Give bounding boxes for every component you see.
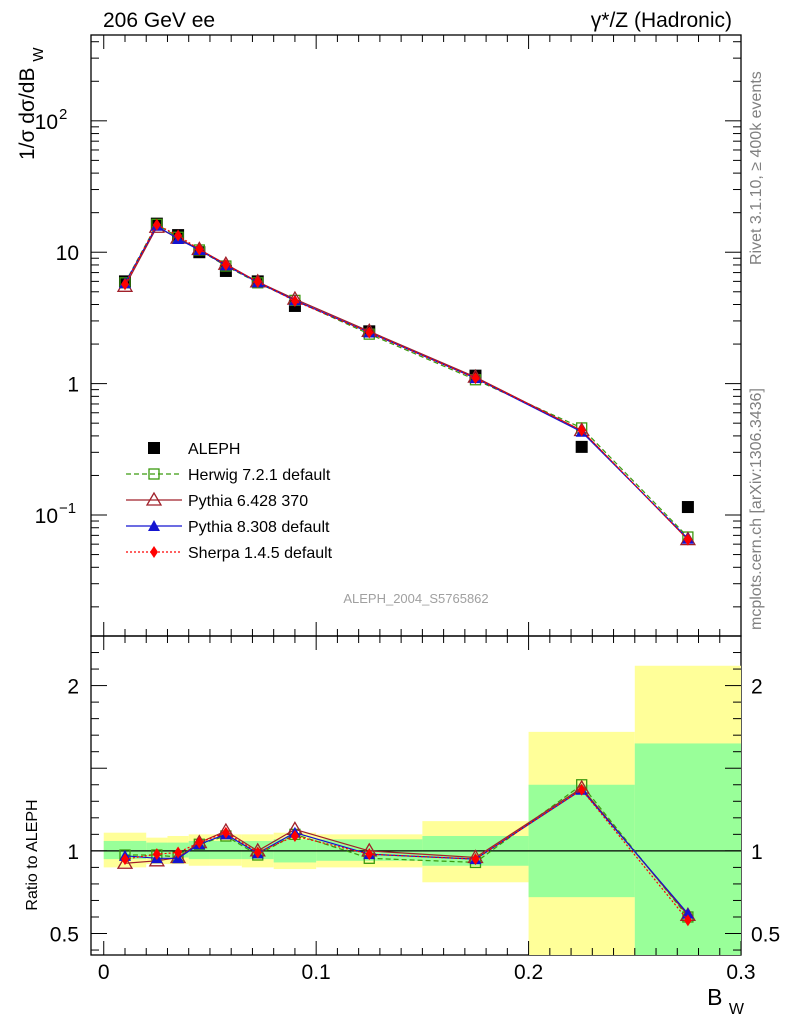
sherpa-1-4-5-default-ratio-point-10 (683, 914, 692, 927)
aleph-point-10 (681, 501, 694, 514)
y-tick-label-main-1: 10 (56, 242, 79, 265)
header-process-label: γ*/Z (Hadronic) (591, 9, 732, 32)
sherpa-1-4-5-default-ratio-line (124, 788, 689, 921)
pythia-8-308-default-line (124, 224, 689, 540)
x-axis-label-subscript: W (729, 1001, 745, 1018)
legend: ALEPH Herwig 7.2.1 default Pythia 6.428 37… (126, 441, 333, 562)
sherpa-1-4-5-default-ratio-point-4 (221, 826, 230, 839)
y-tick-label-ratio-l-1: 1 (67, 841, 79, 864)
sherpa-1-4-5-default-ratio-point-9 (577, 783, 586, 796)
header-energy-label: 206 GeV ee (103, 9, 215, 32)
x-axis-label: B W (707, 984, 745, 1018)
x-tick-label-2: 0.2 (514, 961, 543, 984)
sherpa-1-4-5-default-ratio-point-2 (174, 846, 183, 859)
herwig-7-2-1-default-line (124, 223, 689, 538)
analysis-id-label: ALEPH_2004_S5765862 (343, 591, 488, 606)
sherpa-1-4-5-default-ratio-point-0 (120, 853, 129, 866)
y-tick-label-main-2: 1 (67, 374, 79, 397)
sherpa-1-4-5-default-point-3 (195, 243, 204, 256)
x-tick-label-3: 0.3 (726, 961, 755, 984)
y-tick-label-ratio-l-2: 2 (67, 676, 79, 699)
sherpa-1-4-5-default-ratio-point-1 (152, 848, 161, 861)
legend-marker-aleph (148, 442, 160, 454)
y-tick-label-ratio-r-1: 1 (751, 841, 763, 864)
aleph-point-9 (575, 440, 588, 453)
legend-label-herwig-7-2-1-default: Herwig 7.2.1 default (188, 467, 331, 484)
sherpa-1-4-5-default-point-10 (683, 533, 692, 546)
legend-label-pythia-8-308-default: Pythia 8.308 default (188, 519, 330, 536)
band-green-4 (209, 840, 242, 860)
legend-marker-pythia-6-428-370 (145, 491, 163, 506)
band-green-9 (528, 784, 635, 898)
ratio-uncertainty-bands (103, 665, 741, 955)
sherpa-1-4-5-default-point-7 (365, 326, 374, 339)
x-tick-label-1: 0.1 (302, 961, 331, 984)
y-axis-label-main: 1/σ dσ/dB W (16, 47, 47, 160)
legend-marker-herwig-7-2-1-default (148, 468, 160, 480)
sherpa-1-4-5-default-point-5 (253, 275, 262, 288)
rivet-version-label: Rivet 3.1.10, ≥ 400k events (748, 71, 765, 265)
y-axis-label-text: 1/σ dσ/dB (16, 68, 39, 160)
y-tick-label-main-3: 10 (35, 505, 58, 528)
y-tick-label-main-0: 10 (35, 111, 58, 134)
sherpa-1-4-5-default-point-8 (471, 372, 480, 385)
x-tick-label-0: 0 (98, 961, 110, 984)
y-tick-label-ratio-r-0: 0.5 (751, 924, 780, 947)
sherpa-1-4-5-default-point-6 (290, 295, 299, 308)
ratio-series-group (116, 779, 697, 927)
sherpa-1-4-5-default-ratio-point-6 (290, 829, 299, 842)
sherpa-1-4-5-default-ratio-point-3 (195, 836, 204, 849)
sherpa-1-4-5-default-ratio-point-8 (471, 853, 480, 866)
y-tick-label-ratio-l-0: 0.5 (50, 924, 79, 947)
legend-label-sherpa-1-4-5-default: Sherpa 1.4.5 default (188, 545, 333, 562)
sherpa-1-4-5-default-ratio-point-7 (365, 848, 374, 861)
pythia-6-428-370-ratio-point-0 (116, 854, 134, 869)
legend-label-aleph: ALEPH (188, 441, 240, 458)
sherpa-1-4-5-default-point-0 (120, 278, 129, 291)
legend-marker-sherpa-1-4-5-default (150, 546, 158, 558)
sherpa-1-4-5-default-point-9 (577, 424, 586, 437)
x-axis-label-text: B (707, 984, 722, 1010)
y-axis-label-subscript: W (30, 47, 47, 62)
mcplots-reference-label: mcplots.cern.ch [arXiv:1306.3436] (748, 388, 765, 630)
y-axis-label-ratio: Ratio to ALEPH (24, 799, 41, 910)
sherpa-1-4-5-default-point-4 (221, 258, 230, 271)
sherpa-1-4-5-default-point-1 (152, 218, 161, 231)
y-tick-label-main-exp-0: 2 (59, 106, 67, 123)
y-tick-label-main-exp-3: −1 (59, 500, 76, 517)
legend-label-pythia-6-428-370: Pythia 6.428 370 (188, 493, 308, 510)
legend-marker-pythia-8-308-default (148, 520, 160, 531)
sherpa-1-4-5-default-line (124, 223, 689, 541)
sherpa-1-4-5-default-ratio-point-5 (253, 846, 262, 859)
y-tick-label-ratio-r-2: 2 (751, 676, 763, 699)
main-series-group (116, 217, 697, 546)
sherpa-1-4-5-default-point-2 (174, 229, 183, 242)
